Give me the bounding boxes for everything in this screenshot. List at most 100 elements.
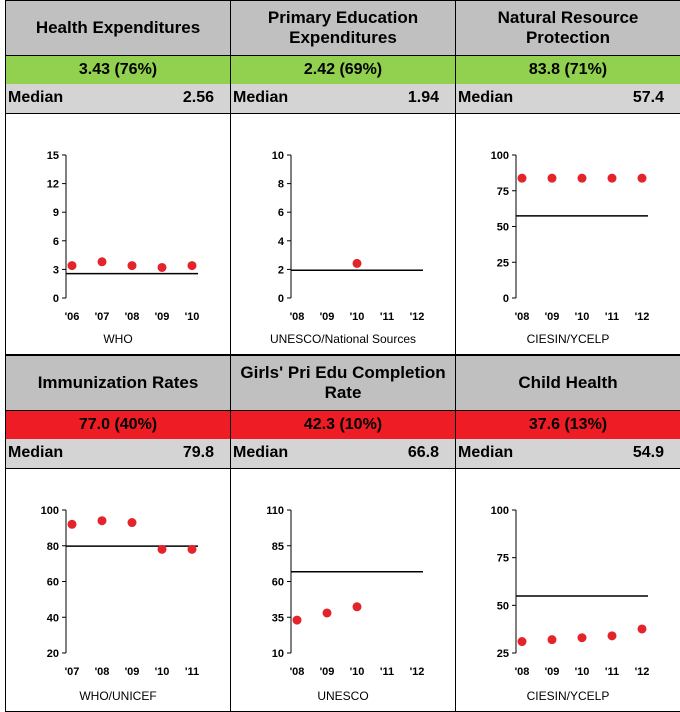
panel-title: Primary Education Expenditures: [231, 1, 455, 56]
data-point: [67, 519, 77, 529]
y-tick-label: 6: [278, 207, 284, 219]
x-tick-label: '10: [350, 666, 365, 678]
y-tick-label: 0: [278, 293, 284, 305]
score-badge: 2.42 (69%): [231, 56, 455, 85]
data-point: [187, 544, 197, 554]
x-tick-label: '08: [290, 311, 305, 323]
x-tick-label: '07: [65, 666, 80, 678]
y-tick-label: 8: [278, 179, 284, 191]
median-value: 54.9: [632, 444, 664, 461]
x-tick-label: '08: [515, 666, 530, 678]
indicator-chart: 0 2 4 6 8 10 '08 '09 '10 '11 '12: [272, 150, 425, 323]
panel-natural-resource-protection: Natural Resource Protection 83.8 (71%) M…: [455, 0, 680, 355]
y-tick-label: 6: [53, 236, 59, 248]
y-tick-label: 0: [503, 293, 509, 305]
data-point: [67, 261, 77, 271]
median-row: Median 57.4: [456, 84, 680, 114]
y-tick-label: 60: [47, 577, 59, 589]
data-source: WHO/UNICEF: [79, 689, 157, 703]
y-tick-label: 35: [272, 612, 284, 624]
y-tick-label: 10: [272, 648, 284, 660]
x-tick-label: '08: [515, 311, 530, 323]
x-tick-label: '09: [320, 311, 335, 323]
x-tick-label: '09: [125, 666, 140, 678]
panel-girls-pri-edu-completion-rate: Girls' Pri Edu Completion Rate 42.3 (10%…: [230, 355, 456, 712]
indicator-chart: 25 50 75 100 '08 '09 '10 '11 '12: [491, 505, 650, 678]
score-badge: 37.6 (13%): [456, 411, 680, 440]
data-point: [517, 173, 527, 183]
median-value: 2.56: [182, 89, 214, 106]
y-tick-label: 50: [497, 600, 509, 612]
panel-child-health: Child Health 37.6 (13%) Median 54.9 25 50 7…: [455, 355, 680, 712]
panel-health-expenditures: Health Expenditures 3.43 (76%) Median 2.5…: [5, 0, 231, 355]
y-tick-label: 80: [47, 541, 59, 553]
data-point: [547, 173, 557, 183]
data-point: [157, 262, 167, 272]
data-point: [352, 258, 362, 268]
x-tick-label: '06: [65, 311, 80, 323]
data-source: WHO: [103, 332, 133, 346]
score-badge: 42.3 (10%): [231, 411, 455, 440]
x-tick-label: '11: [380, 666, 394, 678]
x-tick-label: '10: [185, 311, 200, 323]
data-point: [97, 257, 107, 267]
y-tick-label: 25: [497, 257, 509, 269]
x-tick-label: '11: [185, 666, 199, 678]
data-point: [547, 635, 557, 645]
median-label: Median: [8, 89, 64, 106]
x-tick-label: '08: [290, 666, 305, 678]
median-label: Median: [8, 444, 64, 461]
data-source: CIESIN/YCELP: [526, 332, 610, 346]
data-source: CIESIN/YCELP: [526, 689, 610, 703]
y-tick-label: 75: [497, 186, 509, 198]
data-point: [577, 173, 587, 183]
y-tick-label: 25: [497, 648, 509, 660]
median-row: Median 66.8: [231, 439, 455, 469]
median-value: 1.94: [407, 89, 439, 106]
x-tick-label: '10: [575, 311, 590, 323]
y-tick-label: 40: [47, 612, 59, 624]
y-tick-label: 100: [491, 150, 509, 162]
x-tick-label: '09: [545, 311, 560, 323]
x-tick-label: '09: [155, 311, 170, 323]
y-tick-label: 100: [41, 505, 59, 517]
panel-immunization-rates: Immunization Rates 77.0 (40%) Median 79.8…: [5, 355, 231, 712]
y-tick-label: 9: [53, 207, 59, 219]
indicator-chart: 10 35 60 85 110 '08 '09 '10 '11 '12: [266, 505, 425, 678]
data-point: [607, 173, 617, 183]
y-tick-label: 20: [47, 648, 59, 660]
x-tick-label: '08: [95, 666, 110, 678]
panel-title: Health Expenditures: [6, 1, 230, 56]
y-tick-label: 0: [53, 293, 59, 305]
score-badge: 77.0 (40%): [6, 411, 230, 440]
data-source: UNESCO/National Sources: [269, 332, 417, 346]
data-point: [157, 544, 167, 554]
y-tick-label: 110: [266, 505, 284, 517]
y-tick-label: 12: [47, 179, 59, 191]
data-point: [352, 602, 362, 612]
y-tick-label: 3: [53, 264, 59, 276]
panel-title: Natural Resource Protection: [456, 1, 680, 56]
x-tick-label: '11: [380, 311, 394, 323]
y-tick-label: 85: [272, 541, 284, 553]
data-point: [637, 173, 647, 183]
median-label: Median: [233, 89, 289, 106]
x-tick-label: '09: [320, 666, 335, 678]
x-tick-label: '12: [410, 666, 425, 678]
y-tick-label: 2: [278, 264, 284, 276]
x-tick-label: '10: [155, 666, 170, 678]
data-point: [577, 633, 587, 643]
x-tick-label: '10: [350, 311, 365, 323]
median-value: 66.8: [407, 444, 439, 461]
indicator-chart: 20 40 60 80 100 '07 '08 '09 '10 '11: [41, 505, 199, 678]
x-tick-label: '12: [635, 311, 650, 323]
panel-primary-education-expenditures: Primary Education Expenditures 2.42 (69%…: [230, 0, 456, 355]
y-tick-label: 15: [47, 150, 59, 162]
data-point: [187, 261, 197, 271]
data-point: [607, 631, 617, 641]
data-point: [517, 637, 527, 647]
panel-title: Child Health: [456, 356, 680, 411]
data-point: [127, 261, 137, 271]
median-row: Median 1.94: [231, 84, 455, 114]
median-value: 57.4: [632, 89, 664, 106]
